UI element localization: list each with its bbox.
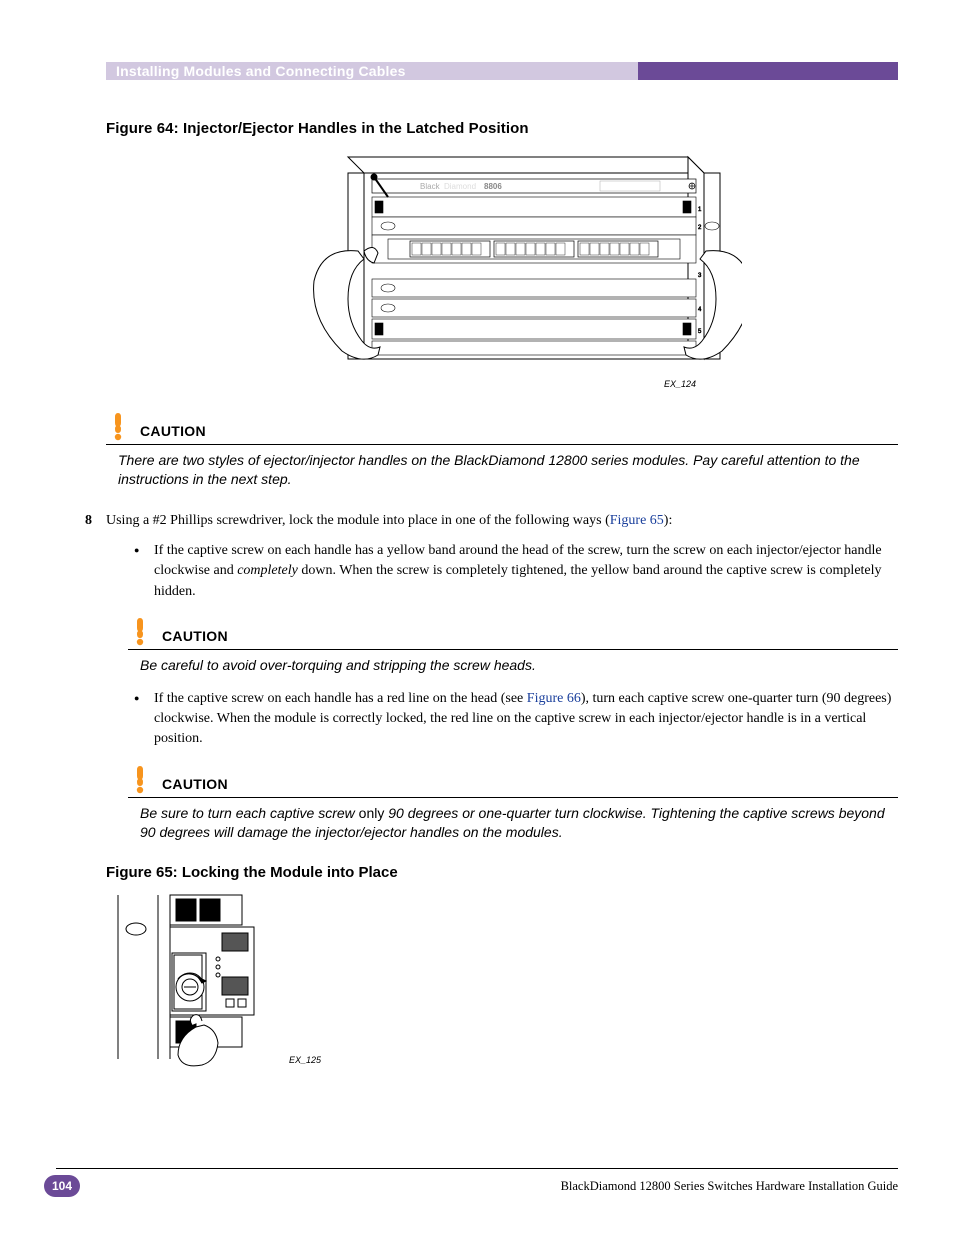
page-number-badge: 104	[44, 1175, 80, 1197]
figure-64: Black Diamond 8806 1 2	[106, 151, 898, 393]
step-8-t1: Using a #2 Phillips screwdriver, lock th…	[106, 513, 610, 528]
figure-65-caption: Figure 65: Locking the Module into Place	[106, 864, 898, 881]
figure-65-link[interactable]: Figure 65	[610, 513, 664, 528]
caution-icon	[128, 764, 152, 794]
caution-rule	[128, 649, 898, 650]
caution-3-b1: Be sure to turn each captive screw	[140, 805, 359, 821]
header-accent	[638, 62, 898, 80]
caution-1-body: There are two styles of ejector/injector…	[118, 451, 898, 489]
svg-text:Diamond: Diamond	[444, 182, 476, 191]
caution-label: CAUTION	[140, 423, 206, 441]
bullet-2-t1: If the captive screw on each handle has …	[154, 691, 527, 706]
figure-65: EX_125	[106, 891, 898, 1081]
step-8-t2: ):	[664, 513, 673, 528]
caution-3: CAUTION Be sure to turn each captive scr…	[128, 764, 898, 842]
locking-diagram	[106, 891, 276, 1071]
step-8-text: Using a #2 Phillips screwdriver, lock th…	[106, 511, 672, 531]
caution-2-body: Be careful to avoid over-torquing and st…	[140, 656, 898, 675]
bullet-1-text: If the captive screw on each handle has …	[154, 541, 898, 602]
caution-icon	[128, 616, 152, 646]
bullet-marker	[134, 689, 142, 750]
caution-label: CAUTION	[162, 776, 228, 794]
caution-label: CAUTION	[162, 628, 228, 646]
bullet-1: If the captive screw on each handle has …	[134, 541, 898, 602]
caution-1: CAUTION There are two styles of ejector/…	[106, 411, 898, 489]
figure-65-exlabel: EX_125	[289, 1055, 321, 1065]
figure-66-link[interactable]: Figure 66	[527, 691, 581, 706]
bullet-1-emph: completely	[237, 563, 298, 578]
bullet-2: If the captive screw on each handle has …	[134, 689, 898, 750]
caution-2: CAUTION Be careful to avoid over-torquin…	[128, 616, 898, 675]
figure-64-caption: Figure 64: Injector/Ejector Handles in t…	[106, 120, 898, 137]
bullet-2-text: If the captive screw on each handle has …	[154, 689, 898, 750]
caution-rule	[128, 797, 898, 798]
svg-text:8806: 8806	[484, 182, 502, 191]
footer-guide-title: BlackDiamond 12800 Series Switches Hardw…	[561, 1179, 898, 1194]
device-diagram: Black Diamond 8806 1 2	[262, 151, 742, 381]
figure-64-exlabel: EX_124	[664, 379, 696, 389]
footer-rule	[56, 1168, 898, 1169]
step-8: 8 Using a #2 Phillips screwdriver, lock …	[106, 511, 898, 531]
header-bar: Installing Modules and Connecting Cables	[106, 62, 898, 80]
step-number: 8	[78, 511, 92, 531]
caution-rule	[106, 444, 898, 445]
caution-3-body: Be sure to turn each captive screw only …	[140, 804, 898, 842]
bullet-marker	[134, 541, 142, 602]
caution-icon	[106, 411, 130, 441]
svg-text:Black: Black	[420, 182, 441, 191]
breadcrumb: Installing Modules and Connecting Cables	[106, 63, 406, 79]
caution-3-upright: only	[359, 805, 385, 821]
page-footer: 104 BlackDiamond 12800 Series Switches H…	[0, 1168, 954, 1197]
